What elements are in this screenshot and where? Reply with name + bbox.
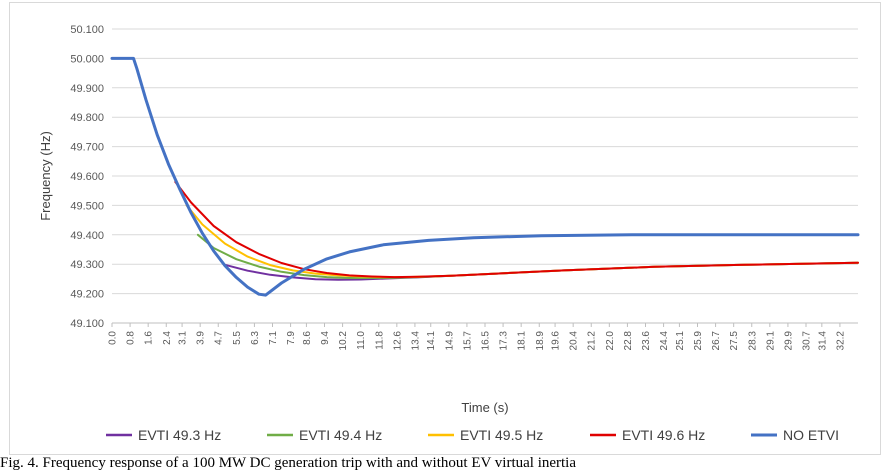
x-tick-label: 27.5 xyxy=(729,331,740,351)
x-tick-label: 24.4 xyxy=(659,331,670,351)
x-tick-label: 29.9 xyxy=(783,331,794,351)
x-tick-label: 23.6 xyxy=(641,331,652,351)
series-line xyxy=(185,204,859,279)
x-tick-label: 1.6 xyxy=(144,331,155,345)
y-axis-title: Frequency (Hz) xyxy=(38,131,53,221)
x-tick-label: 22.8 xyxy=(623,331,634,351)
y-tick-label: 49.900 xyxy=(70,83,104,95)
x-tick-label: 0.8 xyxy=(126,331,137,345)
legend: EVTI 49.3 Hz EVTI 49.4 Hz EVTI 49.5 Hz EVTI… xyxy=(106,427,839,443)
x-tick-label: 7.1 xyxy=(268,331,279,345)
y-tick-label: 49.800 xyxy=(70,112,104,124)
x-tick-label: 15.7 xyxy=(462,331,473,351)
x-axis-ticks: 0.0 0.8 1.6 2.4 3.1 3.9 4.7 5.5 6.3 7.1 7.9 8.6 9.4 1… xyxy=(108,323,846,351)
x-tick-label: 0.0 xyxy=(108,331,119,345)
y-tick-label: 49.700 xyxy=(70,142,104,154)
x-tick-label: 3.1 xyxy=(178,331,189,345)
legend-entry: NO ETVI xyxy=(783,427,839,443)
x-tick-label: 9.4 xyxy=(320,331,331,345)
x-tick-label: 14.1 xyxy=(426,331,437,351)
y-tick-label: 50.000 xyxy=(70,53,104,65)
chart-area: 49.100 49.200 49.300 49.400 49.500 49.600 49.7… xyxy=(9,2,881,455)
x-tick-label: 14.9 xyxy=(444,331,455,351)
y-tick-label: 49.400 xyxy=(70,230,104,242)
x-tick-label: 3.9 xyxy=(196,331,207,345)
y-tick-label: 50.100 xyxy=(70,24,104,36)
x-tick-label: 30.7 xyxy=(802,331,813,351)
x-tick-label: 31.4 xyxy=(817,331,828,351)
y-tick-label: 49.100 xyxy=(70,318,104,330)
x-tick-label: 29.1 xyxy=(765,331,776,351)
x-tick-label: 26.7 xyxy=(711,331,722,351)
x-tick-label: 25.1 xyxy=(675,331,686,351)
y-tick-label: 49.200 xyxy=(70,289,104,301)
x-tick-label: 4.7 xyxy=(214,331,225,345)
x-axis-title: Time (s) xyxy=(461,400,508,415)
x-tick-label: 13.4 xyxy=(410,331,421,351)
x-tick-label: 6.3 xyxy=(250,331,261,345)
legend-entry: EVTI 49.3 Hz xyxy=(138,427,221,443)
x-tick-label: 22.0 xyxy=(605,331,616,351)
legend-entry: EVTI 49.5 Hz xyxy=(460,427,543,443)
series-lines xyxy=(110,56,860,297)
y-axis-ticks: 49.100 49.200 49.300 49.400 49.500 49.600 49.7… xyxy=(70,24,104,330)
x-tick-label: 21.2 xyxy=(587,331,598,351)
x-tick-label: 11.0 xyxy=(356,331,367,350)
x-tick-label: 17.3 xyxy=(499,331,510,351)
series-line xyxy=(110,56,860,297)
line-chart: 49.100 49.200 49.300 49.400 49.500 49.600 49.7… xyxy=(38,24,860,443)
x-tick-label: 18.1 xyxy=(517,331,528,351)
x-tick-label: 2.4 xyxy=(162,331,173,345)
figure-caption: Fig. 4. Frequency response of a 100 MW D… xyxy=(0,455,577,471)
x-tick-label: 5.5 xyxy=(232,331,243,345)
x-tick-label: 20.4 xyxy=(569,331,580,351)
y-tick-label: 49.300 xyxy=(70,259,104,271)
x-tick-label: 32.2 xyxy=(835,331,846,351)
x-tick-label: 25.9 xyxy=(693,331,704,351)
x-tick-label: 7.9 xyxy=(286,331,297,345)
legend-entry: EVTI 49.4 Hz xyxy=(299,427,382,443)
legend-entry: EVTI 49.6 Hz xyxy=(622,427,705,443)
y-tick-label: 49.500 xyxy=(70,200,104,212)
x-tick-label: 10.2 xyxy=(338,331,349,351)
gridlines xyxy=(112,28,858,324)
x-tick-label: 8.6 xyxy=(302,331,313,345)
x-tick-label: 11.8 xyxy=(374,331,385,350)
x-tick-label: 16.5 xyxy=(481,331,492,351)
x-tick-label: 18.9 xyxy=(535,331,546,351)
x-tick-label: 19.6 xyxy=(551,331,562,351)
x-tick-label: 12.6 xyxy=(392,331,403,351)
series-line xyxy=(174,180,859,279)
x-tick-label: 28.3 xyxy=(747,331,758,351)
y-tick-label: 49.600 xyxy=(70,171,104,183)
